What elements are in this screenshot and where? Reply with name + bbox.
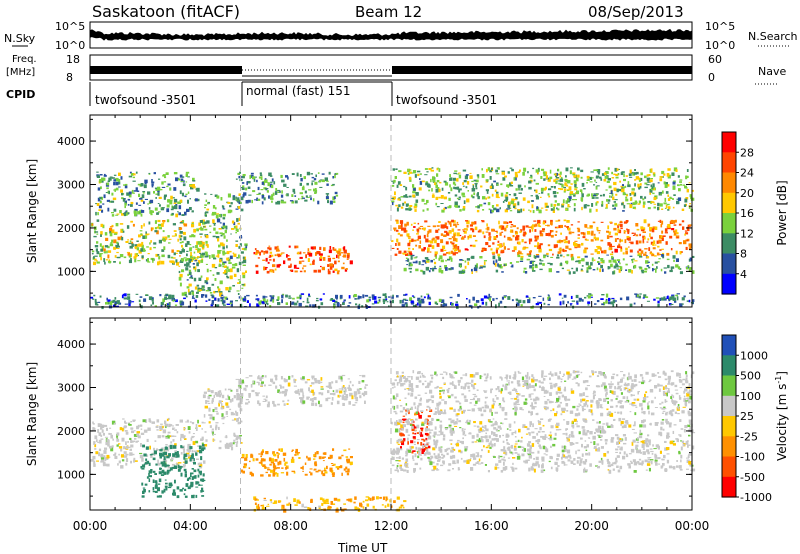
- search-tick-top: 10^5: [705, 20, 735, 33]
- freq-tick-bottom: 8: [66, 71, 73, 84]
- data-region: [241, 448, 353, 477]
- colorbar-swatch: [722, 253, 736, 275]
- sky-search-panel: N.Sky 10^5 10^0 10^5 10^0 N.Search: [4, 20, 798, 52]
- colorbar-swatch: [722, 375, 736, 397]
- data-region: [391, 370, 695, 417]
- data-region: [253, 496, 407, 513]
- x-tick-label: 16:00: [474, 519, 509, 533]
- colorbar-tick-label: -25: [740, 430, 758, 443]
- data-region: [235, 374, 368, 408]
- x-tick-label: 08:00: [273, 519, 308, 533]
- data-region: [178, 241, 248, 297]
- colorbar-swatch: [722, 395, 736, 417]
- data-region: [391, 219, 692, 258]
- data-region: [95, 171, 200, 218]
- cpid-segment-3: twofsound -3501: [396, 93, 497, 107]
- x-axis-label: Time UT: [337, 541, 388, 554]
- colorbar-label: Velocity [m s-1]: [774, 371, 789, 461]
- colorbar-swatch: [722, 416, 736, 437]
- colorbar-tick-label: 16: [740, 207, 754, 220]
- colorbar-tick-label: 8: [740, 248, 747, 261]
- colorbar-tick-label: 25: [740, 410, 754, 423]
- y-tick-label: 2000: [57, 222, 85, 235]
- nave-tick-bottom: 0: [708, 71, 715, 84]
- freq-label-1: Freq.: [12, 54, 37, 65]
- y-tick-label: 4000: [57, 135, 85, 148]
- colorbar-tick-label: 100: [740, 390, 761, 403]
- colorbar-swatch: [722, 233, 736, 255]
- y-tick-label: 4000: [57, 338, 85, 351]
- colorbar-tick-label: 12: [740, 227, 754, 240]
- freq-trace-1: [90, 66, 242, 74]
- y-tick-label: 1000: [57, 468, 85, 481]
- colorbar-tick-label: -1000: [740, 491, 772, 504]
- x-tick-label: 00:00: [73, 519, 108, 533]
- data-region: [391, 167, 695, 214]
- colorbar-swatch: [722, 172, 736, 194]
- nave-tick-top: 60: [708, 53, 722, 66]
- search-tick-bottom: 10^0: [705, 39, 735, 52]
- sky-tick-top: 10^5: [55, 20, 85, 33]
- data-region: [253, 245, 353, 275]
- beam-title: Beam 12: [355, 3, 422, 21]
- power-panel: 1000 2000 3000 4000 Slant Range [km] 28 24 20 16…: [25, 114, 789, 310]
- data-region: [403, 254, 695, 275]
- colorbar-swatch: [722, 436, 736, 458]
- colorbar-tick-label: 1000: [740, 349, 768, 362]
- sky-noise-trace: [89, 28, 693, 41]
- cpid-segment-1: twofsound -3501: [95, 93, 196, 107]
- colorbar-swatch: [722, 213, 736, 234]
- cpid-segment-2: normal (fast) 151: [246, 84, 350, 98]
- colorbar-tick-label: 20: [740, 187, 754, 200]
- time-axis: 00:00 04:00 08:00 12:00 16:00 20:00 00:00: [73, 519, 710, 533]
- freq-label-2: [MHz]: [6, 67, 35, 78]
- colorbar-swatch: [722, 192, 736, 214]
- colorbar: 1000 500 100 25 -25 -100 -500 -1000 Velocity [m …: [721, 334, 789, 504]
- data-region: [140, 444, 206, 499]
- y-tick-label: 2000: [57, 425, 85, 438]
- y-axis-label: Slant Range [km]: [25, 159, 39, 263]
- colorbar-swatch: [722, 456, 736, 478]
- colorbar-tick-label: 24: [740, 167, 754, 180]
- colorbar-swatch: [722, 335, 736, 356]
- cpid-label: CPID: [6, 88, 35, 101]
- x-tick-label: 04:00: [173, 519, 208, 533]
- data-region: [235, 171, 339, 205]
- colorbar-tick-label: -100: [740, 451, 765, 464]
- colorbar-swatch: [722, 476, 736, 498]
- station-title: Saskatoon (fitACF): [92, 2, 240, 21]
- colorbar-label: Power [dB]: [775, 180, 789, 245]
- search-label: N.Search: [748, 30, 798, 43]
- freq-trace-3: [392, 66, 692, 74]
- x-tick-label: 12:00: [374, 519, 409, 533]
- colorbar-tick-label: -500: [740, 471, 765, 484]
- data-region: [203, 193, 244, 244]
- y-axis-label: Slant Range [km]: [25, 362, 39, 466]
- colorbar-swatch: [722, 152, 736, 174]
- colorbar-swatch: [722, 355, 736, 377]
- x-tick-label: 00:00: [675, 519, 710, 533]
- colorbar-swatch: [722, 273, 736, 295]
- cpid-row: CPID twofsound -3501 normal (fast) 151 t…: [6, 81, 497, 107]
- data-region: [90, 219, 207, 266]
- colorbar-tick-label: 500: [740, 370, 761, 383]
- freq-tick-top: 18: [66, 53, 80, 66]
- y-tick-label: 1000: [57, 265, 85, 278]
- nave-label: Nave: [758, 65, 786, 78]
- colorbar-swatch: [722, 132, 736, 153]
- y-tick-label: 3000: [57, 382, 85, 395]
- sky-label: N.Sky: [4, 32, 36, 45]
- x-tick-label: 20:00: [574, 519, 609, 533]
- freq-nave-panel: Freq. [MHz] 18 8 60 0 Nave: [6, 53, 786, 85]
- colorbar-tick-label: 28: [740, 146, 754, 159]
- sky-tick-bottom: 10^0: [55, 39, 85, 52]
- colorbar: 28 24 20 16 12 8 4 Power [dB]: [721, 131, 789, 295]
- colorbar-tick-label: 4: [740, 268, 747, 281]
- date-title: 08/Sep/2013: [588, 3, 684, 21]
- y-tick-label: 3000: [57, 179, 85, 192]
